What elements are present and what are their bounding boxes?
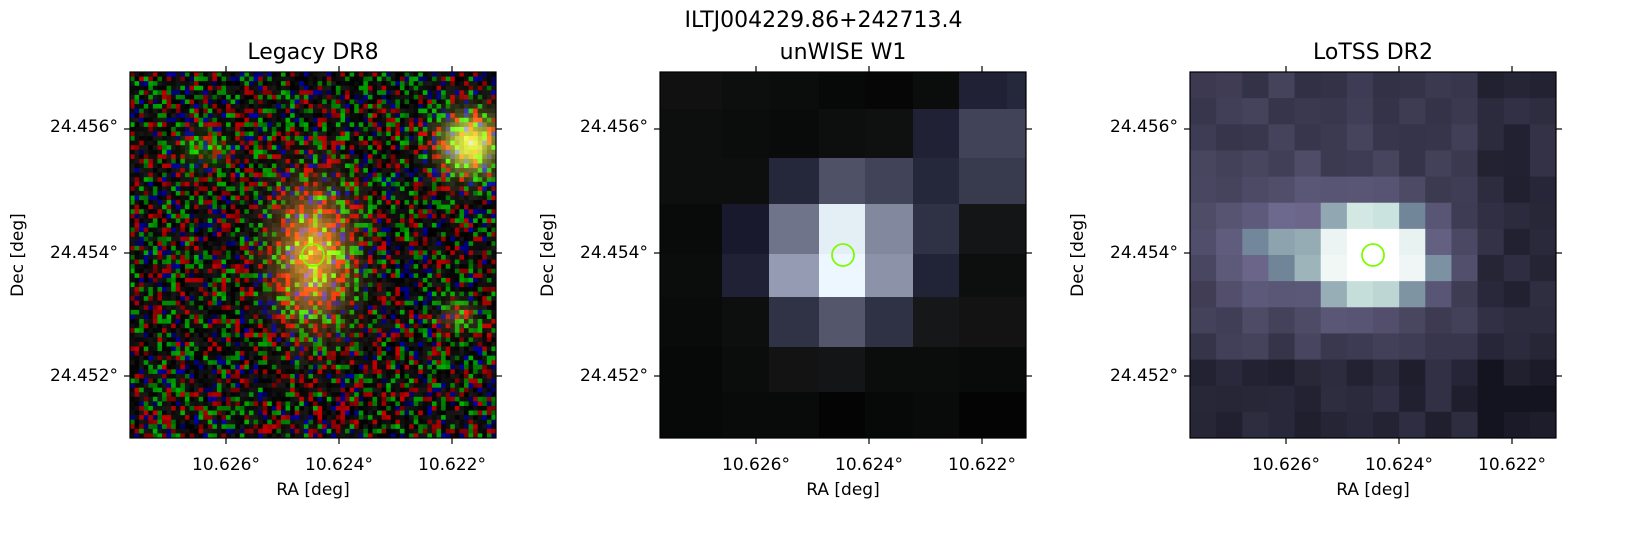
ytick-label: 24.456° — [1110, 117, 1178, 137]
figure-suptitle: ILTJ004229.86+242713.4 — [684, 8, 963, 33]
ytick-label: 24.452° — [50, 366, 118, 386]
xtick-label: 10.624° — [835, 455, 903, 475]
xtick-label: 10.624° — [1365, 455, 1433, 475]
x-axis-label: RA [deg] — [806, 480, 880, 500]
y-axis-label: Dec [deg] — [8, 213, 28, 297]
xtick-label: 10.622° — [1478, 455, 1546, 475]
xtick-label: 10.626° — [722, 455, 790, 475]
panel-title: Legacy DR8 — [247, 40, 379, 65]
y-axis-label: Dec [deg] — [538, 213, 558, 297]
ytick-label: 24.454° — [50, 243, 118, 263]
lotss-dr2-image — [1184, 66, 1562, 444]
panel-unwise-w1: unWISE W1 24.456° 24.454° 24.452° 10.626… — [530, 0, 1090, 539]
x-axis-label: RA [deg] — [1336, 480, 1410, 500]
pixel-grid — [660, 72, 1027, 439]
xtick-label: 10.622° — [948, 455, 1016, 475]
panel-legacy-dr8: Legacy DR8 24.456° 24.454° 24.452° 10.62… — [0, 0, 560, 539]
xtick-label: 10.624° — [305, 455, 373, 475]
source-marker — [831, 243, 855, 267]
x-axis-label: RA [deg] — [276, 480, 350, 500]
ytick-label: 24.454° — [580, 243, 648, 263]
y-axis-label: Dec [deg] — [1068, 213, 1088, 297]
ytick-label: 24.452° — [580, 366, 648, 386]
ytick-label: 24.456° — [50, 117, 118, 137]
xtick-label: 10.622° — [418, 455, 486, 475]
unwise-w1-image — [654, 66, 1032, 444]
ytick-label: 24.456° — [580, 117, 648, 137]
xtick-label: 10.626° — [192, 455, 260, 475]
source-marker — [1361, 243, 1385, 267]
pixel-grid — [1190, 72, 1557, 439]
source-marker — [301, 243, 325, 267]
panel-title: LoTSS DR2 — [1313, 40, 1433, 65]
legacy-dr8-image — [124, 66, 502, 444]
ytick-label: 24.452° — [1110, 366, 1178, 386]
ytick-label: 24.454° — [1110, 243, 1178, 263]
xtick-label: 10.626° — [1252, 455, 1320, 475]
panel-lotss-dr2: LoTSS DR2 24.456° 24.454° 24.452° 10.626… — [1060, 0, 1620, 539]
pixel-grid — [130, 72, 497, 439]
panel-title: unWISE W1 — [779, 40, 907, 65]
